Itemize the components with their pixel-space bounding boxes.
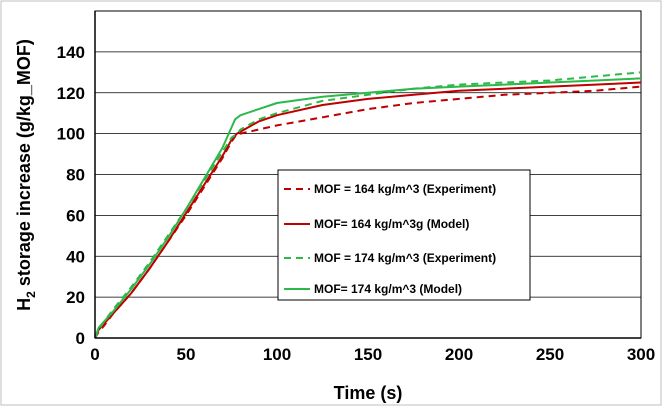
x-tick-label-1: 50 [177,345,196,364]
legend-box [277,169,531,301]
x-tick-labels: 0 50 100 150 200 250 300 [90,345,655,364]
y-axis-title: H2 storage increase (g/kg_MOF) [14,39,38,311]
series-line-2 [94,71,642,339]
y-tick-label-2: 40 [66,247,85,266]
axes [94,11,641,339]
legend-label-1: MOF= 164 kg/m^3g (Model) [314,217,469,231]
x-tick-label-4: 200 [445,345,473,364]
y-tick-label-3: 60 [66,206,85,225]
y-tick-label-1: 20 [66,288,85,307]
x-tick-label-5: 250 [536,345,564,364]
y-tick-label-0: 0 [76,329,85,348]
y-tick-label-7: 140 [57,43,85,62]
legend-label-2: MOF = 174 kg/m^3 (Experiment) [314,251,496,265]
x-tick-label-0: 0 [90,345,99,364]
legend: MOF = 164 kg/m^3 (Experiment) MOF= 164 k… [277,169,531,301]
series-line-3 [94,77,642,339]
legend-label-0: MOF = 164 kg/m^3 (Experiment) [314,182,496,196]
x-tick-label-2: 100 [263,345,291,364]
series-line-1 [94,81,642,339]
y-axis-title-subscript: 2 [24,291,38,298]
y-tick-label-6: 120 [57,84,85,103]
x-axis-title: Time (s) [334,383,403,403]
x-tick-label-3: 150 [354,345,382,364]
y-tick-labels: 0 20 40 60 80 100 120 140 [57,43,85,348]
y-axis-title-main: H [14,298,34,311]
y-tick-label-4: 80 [66,166,85,185]
x-tick-label-6: 300 [627,345,655,364]
series-lines [94,71,642,339]
y-tick-label-5: 100 [57,125,85,144]
y-axis-title-rest: storage increase (g/kg_MOF) [14,39,34,291]
legend-label-3: MOF= 174 kg/m^3 (Model) [314,282,462,296]
